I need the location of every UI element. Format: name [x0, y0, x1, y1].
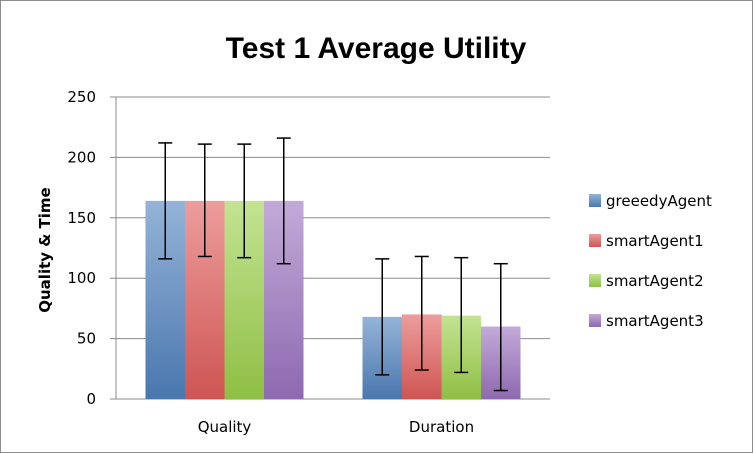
- x-tick-label: Quality: [198, 418, 252, 436]
- y-axis-label: Quality & Time: [36, 187, 54, 313]
- error-bars: [158, 137, 508, 392]
- error-bar-smartAgent2-Quality: [237, 143, 252, 259]
- legend-label-smartAgent1: smartAgent1: [606, 232, 704, 250]
- error-bar-smartAgent1-Duration: [414, 255, 429, 371]
- error-bar-smartAgent3-Quality: [276, 137, 291, 265]
- y-tick-labels: 0 50 100 150 200 250: [67, 88, 96, 408]
- legend-label-smartAgent2: smartAgent2: [606, 272, 704, 290]
- error-bar-smartAgent1-Quality: [197, 143, 212, 258]
- error-bar-greeedyAgent-Duration: [375, 258, 390, 376]
- error-bar-smartAgent2-Duration: [454, 256, 469, 374]
- x-tick-label: Duration: [409, 418, 474, 436]
- error-bar-greeedyAgent-Quality: [158, 142, 173, 260]
- y-tick-label: 50: [77, 330, 96, 348]
- x-tick-labels: Quality Duration: [198, 418, 474, 436]
- legend-swatch-smartAgent3: [589, 314, 601, 327]
- y-tick-label: 150: [67, 209, 96, 227]
- legend: greeedyAgent smartAgent1 smartAgent2 smartA…: [589, 192, 712, 330]
- y-tick-label: 200: [67, 148, 96, 166]
- legend-swatch-smartAgent2: [589, 274, 601, 287]
- bars: [145, 200, 521, 399]
- error-bar-smartAgent3-Duration: [493, 262, 508, 392]
- y-tick-label: 100: [67, 269, 96, 287]
- legend-label-smartAgent3: smartAgent3: [606, 312, 704, 330]
- legend-label-greeedyAgent: greeedyAgent: [606, 192, 712, 210]
- y-tick-label: 0: [86, 390, 96, 408]
- chart-title: Test 1 Average Utility: [226, 32, 527, 65]
- y-tick-label: 250: [67, 88, 96, 106]
- legend-swatch-greeedyAgent: [589, 194, 601, 207]
- legend-swatch-smartAgent1: [589, 234, 601, 247]
